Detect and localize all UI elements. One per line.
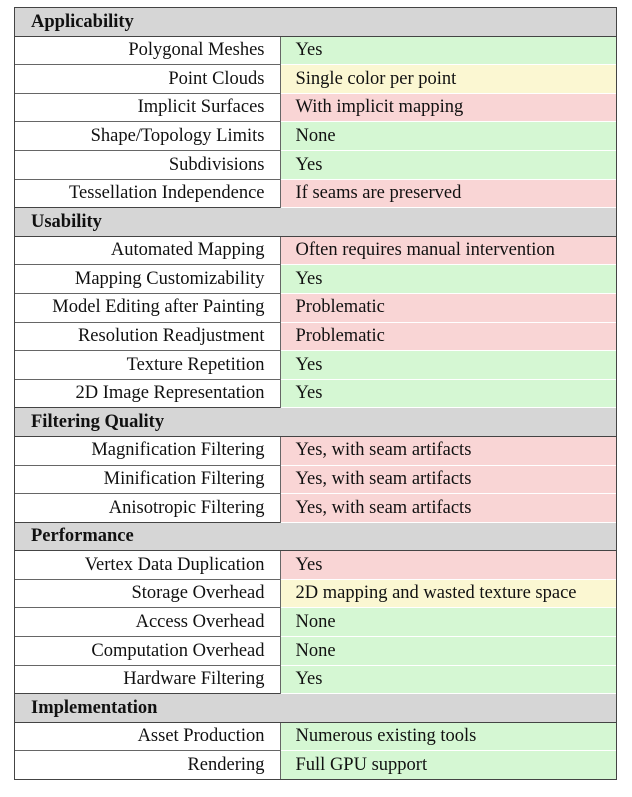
- section-header-row: Usability: [15, 207, 617, 237]
- section-header-row: Implementation: [15, 693, 617, 723]
- section-header-row: Applicability: [15, 7, 617, 37]
- section-title: Applicability: [15, 7, 617, 37]
- table-row: Implicit Surfaces With implicit mapping: [15, 93, 617, 123]
- property-value: Yes: [280, 665, 617, 695]
- section-title: Usability: [15, 207, 617, 237]
- property-label: Implicit Surfaces: [15, 93, 281, 123]
- property-value: 2D mapping and wasted texture space: [280, 579, 617, 609]
- property-label: Subdivisions: [15, 150, 281, 180]
- property-value: Problematic: [280, 293, 617, 323]
- section-title: Performance: [15, 521, 617, 552]
- property-value: Problematic: [280, 322, 617, 352]
- table-row: Access Overhead None: [15, 607, 617, 638]
- table-row: Texture Repetition Yes: [15, 350, 617, 380]
- property-value: Yes: [280, 379, 617, 409]
- property-label: Hardware Filtering: [15, 665, 281, 694]
- property-label: Computation Overhead: [15, 636, 281, 666]
- comparison-table-container: Applicability Polygonal Meshes Yes Point Cl…: [15, 7, 617, 781]
- property-label: Vertex Data Duplication: [15, 550, 281, 580]
- table-row: Resolution Readjustment Problematic: [15, 322, 617, 352]
- property-value: None: [280, 636, 617, 666]
- property-label: Anisotropic Filtering: [15, 493, 281, 523]
- property-value: Single color per point: [280, 64, 617, 94]
- property-label: Rendering: [15, 750, 281, 780]
- property-label: Automated Mapping: [15, 236, 281, 266]
- table-row: Automated Mapping Often requires manual i…: [15, 236, 617, 266]
- table-row: Storage Overhead 2D mapping and wasted te…: [15, 579, 617, 609]
- table-row: 2D Image Representation Yes: [15, 379, 617, 409]
- property-value: None: [280, 607, 617, 638]
- property-value: With implicit mapping: [280, 93, 617, 123]
- table-row: Point Clouds Single color per point: [15, 64, 617, 94]
- table-row: Shape/Topology Limits None: [15, 121, 617, 151]
- property-label: Model Editing after Painting: [15, 293, 281, 323]
- property-label: Mapping Customizability: [15, 264, 281, 294]
- property-value: Yes: [280, 150, 617, 180]
- table-row: Anisotropic Filtering Yes, with seam arti…: [15, 493, 617, 523]
- property-label: Minification Filtering: [15, 465, 281, 495]
- property-value: Yes: [280, 350, 617, 380]
- section-title: Filtering Quality: [15, 407, 617, 437]
- comparison-table-body: Applicability Polygonal Meshes Yes Point Cl…: [15, 7, 617, 781]
- property-value: Yes, with seam artifacts: [280, 493, 617, 523]
- table-row: Model Editing after Painting Problematic: [15, 293, 617, 323]
- comparison-table: Applicability Polygonal Meshes Yes Point Cl…: [15, 7, 617, 781]
- property-value: Yes: [280, 36, 617, 66]
- property-label: Point Clouds: [15, 64, 281, 94]
- property-label: Magnification Filtering: [15, 436, 281, 466]
- table-row: Hardware Filtering Yes: [15, 665, 617, 695]
- table-row: Vertex Data Duplication Yes: [15, 550, 617, 580]
- table-row: Polygonal Meshes Yes: [15, 36, 617, 66]
- table-row: Computation Overhead None: [15, 636, 617, 666]
- property-label: Storage Overhead: [15, 579, 281, 609]
- property-label: Tessellation Independence: [15, 179, 281, 208]
- table-row: Subdivisions Yes: [15, 150, 617, 180]
- property-label: Shape/Topology Limits: [15, 121, 281, 151]
- section-header-row: Filtering Quality: [15, 407, 617, 437]
- table-row: Tessellation Independence If seams are pr…: [15, 179, 617, 209]
- property-value: Full GPU support: [280, 750, 617, 781]
- property-label: Access Overhead: [15, 607, 281, 638]
- property-label: Asset Production: [15, 722, 281, 752]
- property-value: Yes: [280, 264, 617, 294]
- property-value: Yes: [280, 550, 617, 580]
- table-row: Rendering Full GPU support: [15, 750, 617, 781]
- property-label: Polygonal Meshes: [15, 36, 281, 66]
- property-label: Resolution Readjustment: [15, 322, 281, 352]
- property-value: Numerous existing tools: [280, 722, 617, 752]
- property-value: If seams are preserved: [280, 179, 617, 209]
- property-label: 2D Image Representation: [15, 379, 281, 408]
- table-row: Magnification Filtering Yes, with seam ar…: [15, 436, 617, 466]
- property-label: Texture Repetition: [15, 350, 281, 380]
- table-row: Minification Filtering Yes, with seam art…: [15, 465, 617, 495]
- property-value: Yes, with seam artifacts: [280, 436, 617, 466]
- section-title: Implementation: [15, 693, 617, 723]
- property-value: Yes, with seam artifacts: [280, 465, 617, 495]
- property-value: Often requires manual intervention: [280, 236, 617, 266]
- section-header-row: Performance: [15, 521, 617, 552]
- table-row: Mapping Customizability Yes: [15, 264, 617, 294]
- table-row: Asset Production Numerous existing tools: [15, 722, 617, 752]
- property-value: None: [280, 121, 617, 151]
